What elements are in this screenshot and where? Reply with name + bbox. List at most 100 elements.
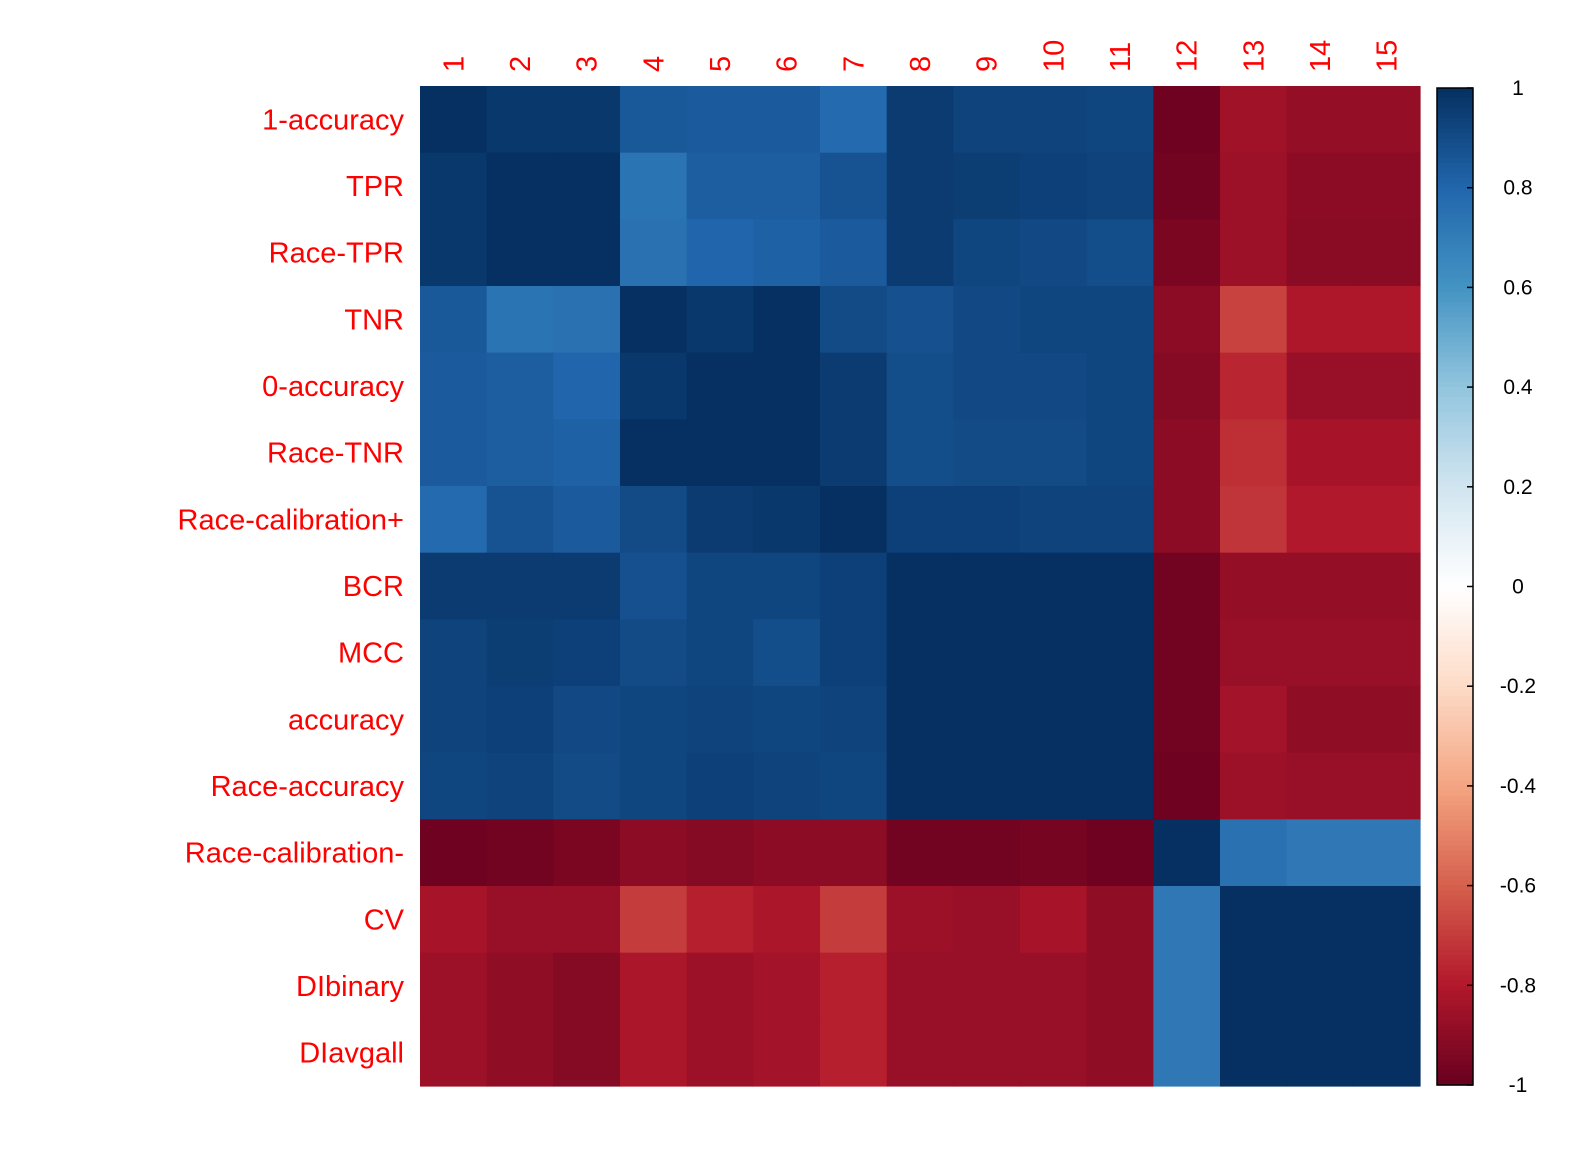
heatmap-cell [686,152,754,220]
colorbar-tick-label: -0.2 [1500,675,1536,698]
colorbar-segment [1437,292,1473,298]
colorbar-segment [1437,815,1473,822]
heatmap-cell [1153,552,1221,620]
heatmap-cell [686,286,754,354]
colorbar-segment [1437,835,1473,842]
heatmap-cell [753,886,821,954]
heatmap-cell [553,886,621,954]
heatmap-cell [886,552,954,620]
heatmap-cell [553,552,621,620]
heatmap-cell [1020,752,1088,820]
heatmap-cell [1086,552,1154,620]
colorbar-segment [1437,402,1473,408]
heatmap-cell [1020,286,1088,354]
row-label: 0-accuracy [262,371,404,403]
heatmap-cell [553,619,621,687]
heatmap-cell [886,352,954,420]
heatmap-cell [953,419,1021,487]
heatmap-cell [1220,552,1288,620]
heatmap-cell [753,286,821,354]
colorbar-segment [1437,412,1473,418]
heatmap-cell [420,819,488,887]
heatmap-cell [1286,286,1354,354]
colorbar-segment [1437,242,1473,249]
colorbar-segment [1437,102,1473,109]
row-label: Race-calibration+ [178,504,404,536]
heatmap-cell [753,819,821,887]
colorbar-segment [1437,456,1473,463]
heatmap-cell [953,486,1021,554]
heatmap-cell [553,152,621,220]
heatmap-cell [486,752,554,820]
heatmap-cell [486,619,554,687]
heatmap-cell [953,352,1021,420]
colorbar-segment [1437,546,1473,553]
colorbar-segment [1437,417,1473,423]
heatmap-cell [1286,619,1354,687]
heatmap-cell [820,619,888,687]
colorbar-segment [1437,775,1473,782]
colorbar-segment [1437,362,1473,368]
heatmap-cell [1353,86,1421,154]
heatmap-cell [420,1019,488,1087]
colorbar-segment [1437,890,1473,897]
heatmap-cell [1153,286,1221,354]
heatmap-cell [1086,219,1154,287]
colorbar-segment [1437,157,1473,164]
heatmap-cell [1153,886,1221,954]
heatmap-cell [886,219,954,287]
colorbar-segment [1437,616,1473,622]
colorbar-segment [1437,486,1473,493]
colorbar-segment [1437,840,1473,847]
colorbar-segment [1437,636,1473,642]
heatmap-cell [686,952,754,1020]
heatmap-cell [1020,1019,1088,1087]
heatmap-cell [686,86,754,154]
heatmap-cell [553,352,621,420]
colorbar-segment [1437,810,1473,817]
colorbar-segment [1437,337,1473,343]
heatmap-cell [1286,419,1354,487]
heatmap-cell [1286,819,1354,887]
colorbar-segment [1437,741,1473,747]
colorbar-segment [1437,1075,1473,1081]
heatmap-cell [1220,886,1288,954]
heatmap-cell [686,1019,754,1087]
colorbar-segment [1437,117,1473,124]
colorbar-segment [1437,905,1473,912]
heatmap-cell [753,552,821,620]
heatmap-cell [1220,152,1288,220]
column-label: 5 [705,56,737,72]
heatmap-cell [420,686,488,754]
colorbar-segment [1437,521,1473,528]
colorbar-segment [1437,227,1473,234]
colorbar-segment [1437,681,1473,687]
colorbar-segment [1437,780,1473,787]
colorbar-segment [1437,885,1473,892]
heatmap-cell [420,886,488,954]
colorbar-segment [1437,267,1473,274]
colorbar-segment [1437,596,1473,603]
colorbar-segment [1437,970,1473,976]
heatmap-cell [553,1019,621,1087]
column-label: 1 [438,56,470,72]
heatmap-cell [1020,352,1088,420]
heatmap-cell [820,886,888,954]
heatmap-cell [953,86,1021,154]
colorbar-segment [1437,222,1473,229]
heatmap-cell [1086,952,1154,1020]
heatmap-cell [1353,352,1421,420]
row-label: DIavgall [299,1038,404,1070]
heatmap-cell [953,1019,1021,1087]
colorbar-segment [1437,112,1473,119]
colorbar-tick-label: -1 [1509,1074,1528,1097]
heatmap-cell [1220,419,1288,487]
colorbar-segment [1437,825,1473,832]
colorbar-tick-label: 0.2 [1503,476,1532,499]
colorbar-segment [1437,446,1473,453]
colorbar-segment [1437,531,1473,538]
heatmap-cell [953,219,1021,287]
heatmap-cell [753,152,821,220]
heatmap-cell [1286,352,1354,420]
heatmap-cell [820,419,888,487]
